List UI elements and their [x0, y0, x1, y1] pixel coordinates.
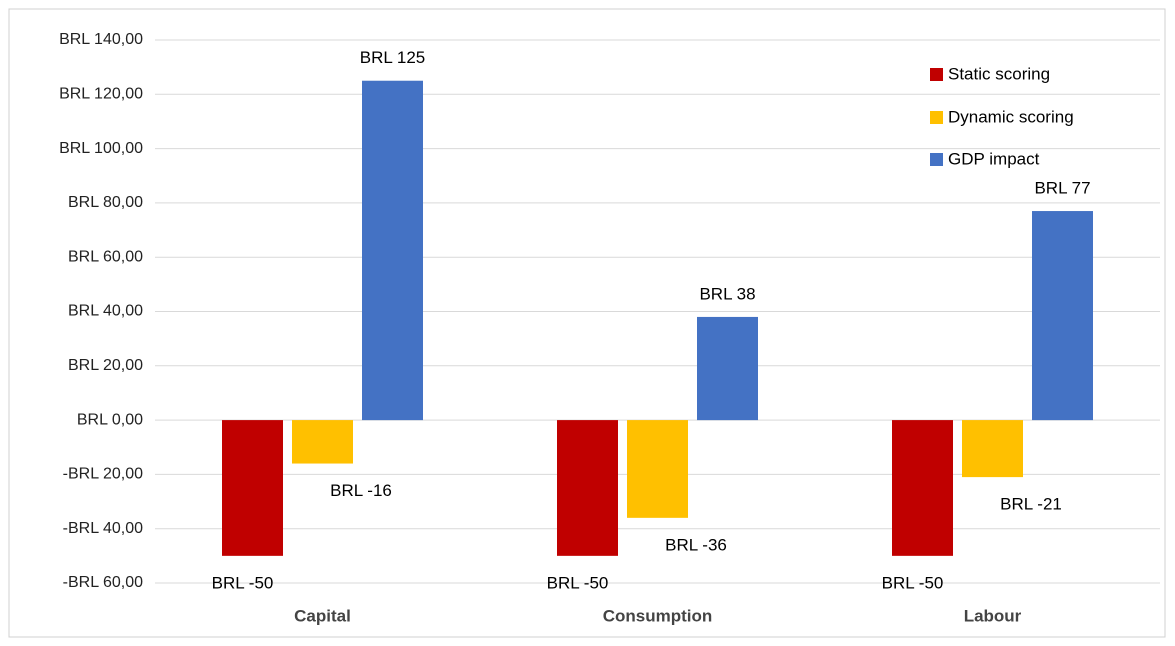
x-tick-label: Consumption — [603, 606, 713, 625]
data-label: BRL -50 — [212, 573, 274, 592]
y-tick-label: -BRL 20,00 — [63, 466, 143, 483]
bar — [557, 420, 618, 556]
bar — [292, 420, 353, 464]
y-tick-label: -BRL 60,00 — [63, 574, 143, 591]
legend-swatch — [930, 153, 943, 166]
y-tick-label: BRL 100,00 — [59, 140, 143, 157]
bar — [962, 420, 1023, 478]
legend-label: Dynamic scoring — [948, 107, 1074, 126]
bar — [362, 80, 423, 421]
legend-label: Static scoring — [948, 64, 1050, 83]
bar — [892, 420, 953, 556]
data-label: BRL -36 — [665, 535, 727, 554]
y-tick-label: BRL 40,00 — [68, 303, 143, 320]
bar — [222, 420, 283, 556]
bar — [627, 420, 688, 518]
y-tick-label: BRL 0,00 — [77, 411, 143, 428]
data-label: BRL 77 — [1034, 179, 1090, 198]
data-label: BRL 125 — [360, 48, 426, 67]
legend-label: GDP impact — [948, 149, 1040, 168]
x-tick-label: Labour — [964, 606, 1022, 625]
y-tick-label: -BRL 40,00 — [63, 520, 143, 537]
data-label: BRL 38 — [699, 284, 755, 303]
y-tick-label: BRL 120,00 — [59, 86, 143, 103]
data-label: BRL -50 — [882, 573, 944, 592]
data-label: BRL -16 — [330, 481, 392, 500]
x-tick-label: Capital — [294, 606, 351, 625]
bar — [697, 316, 758, 421]
legend-swatch — [930, 68, 943, 81]
legend-swatch — [930, 111, 943, 124]
data-label: BRL -21 — [1000, 495, 1062, 514]
y-tick-label: BRL 140,00 — [59, 31, 143, 48]
y-tick-label: BRL 20,00 — [68, 357, 143, 374]
bar — [1032, 211, 1093, 421]
y-tick-label: BRL 80,00 — [68, 194, 143, 211]
y-tick-label: BRL 60,00 — [68, 248, 143, 265]
data-label: BRL -50 — [547, 573, 609, 592]
